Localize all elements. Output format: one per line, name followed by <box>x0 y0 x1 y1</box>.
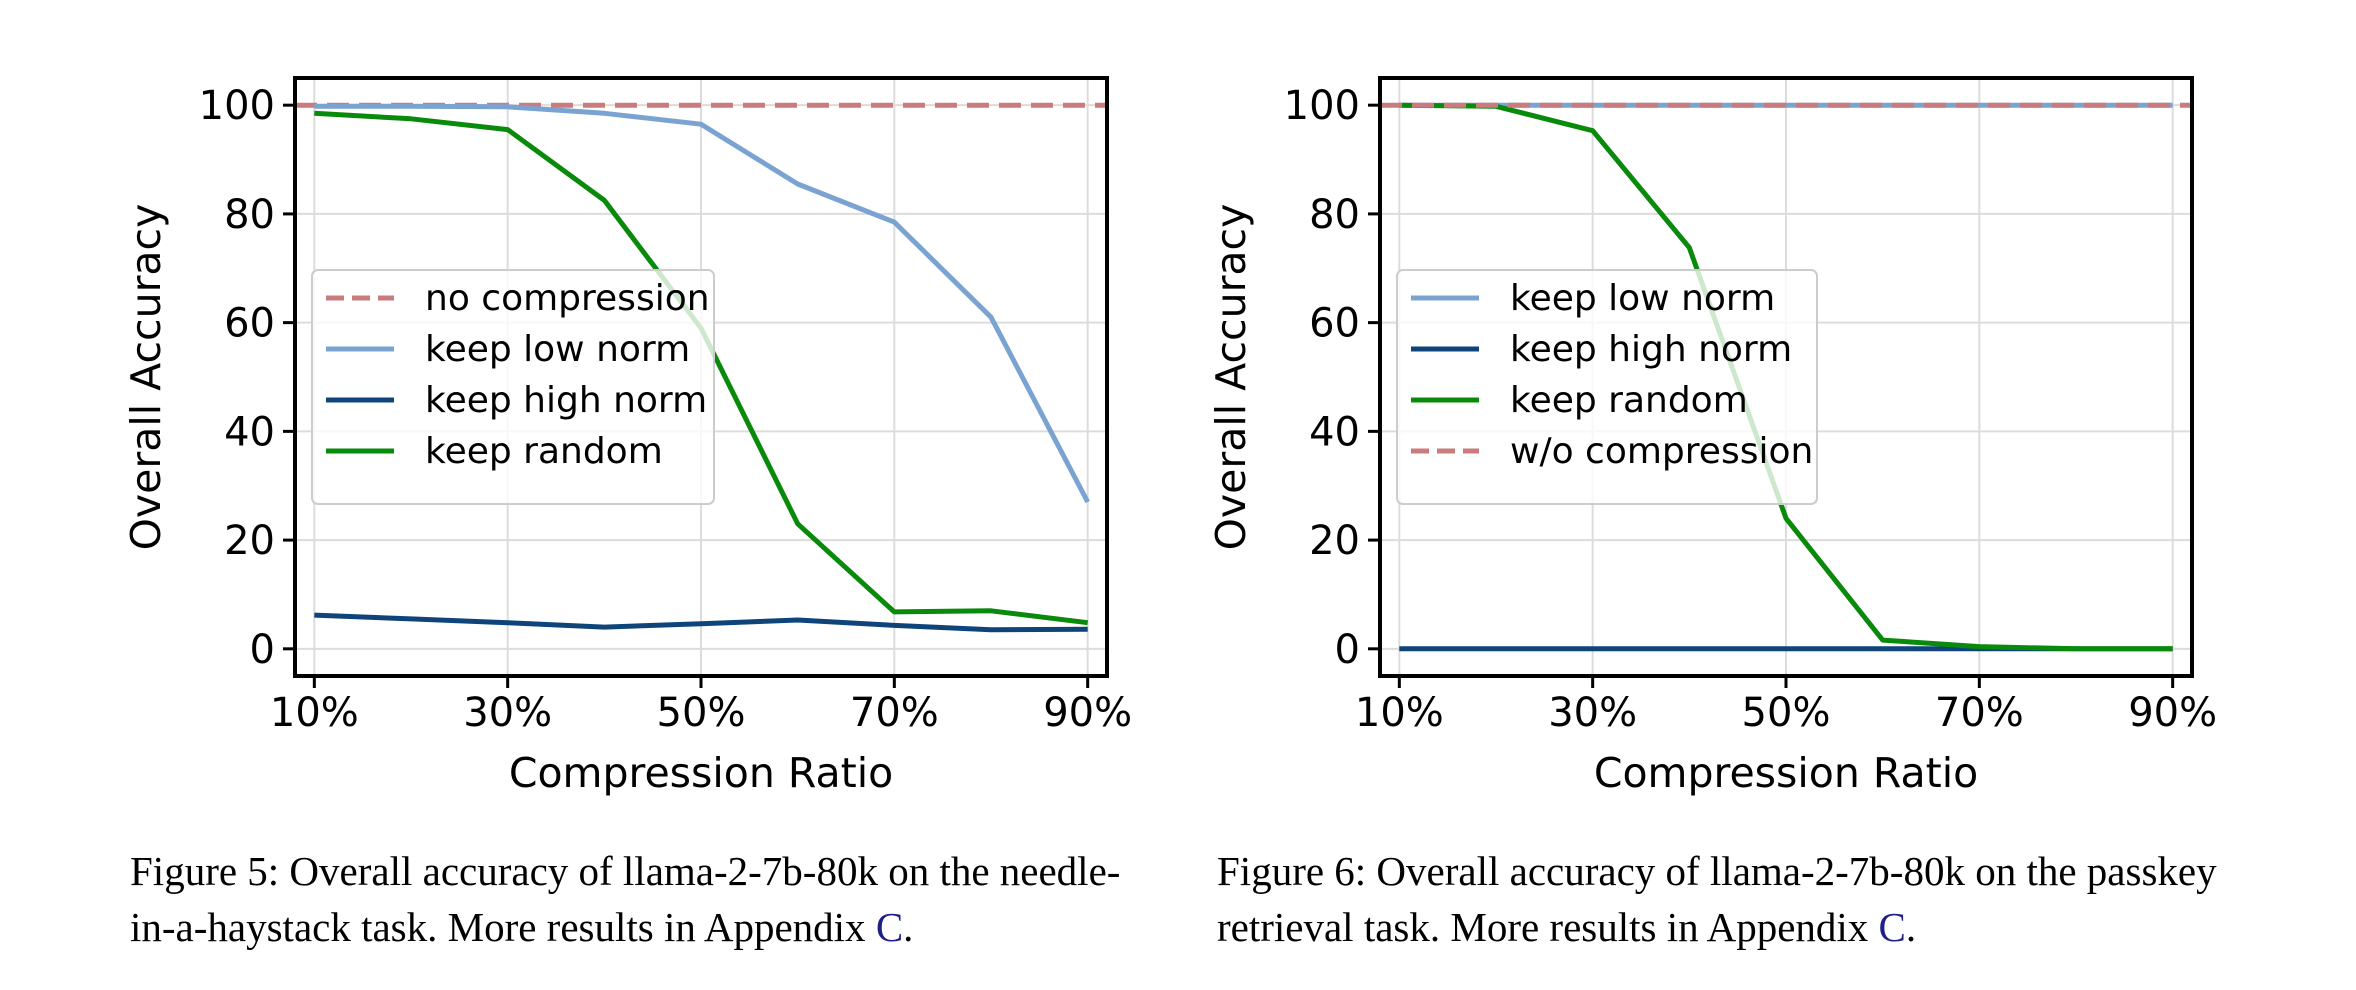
y-tick-label: 40 <box>1309 409 1360 455</box>
figure-5-caption: Figure 5: Overall accuracy of llama-2-7b… <box>130 843 1150 955</box>
series-line-keep-high-norm <box>314 612 1088 633</box>
series-line-keep-low-norm <box>314 103 1090 504</box>
y-axis-label: Overall Accuracy <box>122 204 170 551</box>
x-tick-label: 90% <box>1043 690 1132 736</box>
x-tick-label: 10% <box>270 690 359 736</box>
x-tick-label: 30% <box>1548 690 1637 736</box>
legend-box <box>311 269 715 505</box>
legend-label: keep high norm <box>425 380 707 421</box>
figure-5-caption-text: Figure 5: Overall accuracy of llama-2-7b… <box>130 848 1121 950</box>
legend-label: no compression <box>425 278 710 319</box>
x-tick-label: 10% <box>1355 690 1444 736</box>
figure-6-caption-end: . <box>1905 904 1917 950</box>
y-tick-label: 80 <box>1309 192 1360 238</box>
x-axis-label: Compression Ratio <box>1594 749 1978 797</box>
y-axis-label: Overall Accuracy <box>1207 204 1255 551</box>
y-tick-label: 0 <box>250 627 275 673</box>
y-tick-label: 100 <box>199 83 275 129</box>
legend-label: keep random <box>425 431 663 472</box>
y-tick-label: 60 <box>1309 301 1360 347</box>
x-axis-label: Compression Ratio <box>509 749 893 797</box>
figure-6-caption-text: Figure 6: Overall accuracy of llama-2-7b… <box>1217 848 2217 950</box>
legend-label: keep random <box>1510 380 1748 421</box>
y-tick-label: 60 <box>224 301 275 347</box>
y-tick-label: 20 <box>224 518 275 564</box>
legend-label: w/o compression <box>1510 431 1813 472</box>
x-tick-label: 70% <box>850 690 939 736</box>
x-tick-label: 70% <box>1935 690 2024 736</box>
chart-1: 10% 30% 50% 70% 90% 0 20 40 60 80 100 Compression R… <box>122 76 1132 797</box>
y-tick-label: 100 <box>1284 83 1360 129</box>
legend-label: keep low norm <box>425 329 690 370</box>
x-tick-label: 50% <box>657 690 746 736</box>
legend-box <box>1396 269 1818 505</box>
figure-5-caption-end: . <box>903 904 914 950</box>
chart-2: 10% 30% 50% 70% 90% 0 20 40 60 80 100 Compression R… <box>1207 76 2217 797</box>
legend-label: keep high norm <box>1510 329 1792 370</box>
figure-6-caption: Figure 6: Overall accuracy of llama-2-7b… <box>1217 843 2237 955</box>
x-tick-label: 30% <box>463 690 552 736</box>
legend-label: keep low norm <box>1510 278 1775 319</box>
x-tick-label: 50% <box>1742 690 1831 736</box>
y-tick-label: 40 <box>224 409 275 455</box>
x-tick-label: 90% <box>2128 690 2217 736</box>
y-tick-label: 20 <box>1309 518 1360 564</box>
y-tick-label: 80 <box>224 192 275 238</box>
appendix-c-link[interactable]: C <box>1878 904 1906 950</box>
figure-charts: 10% 30% 50% 70% 90% 0 20 40 60 80 100 Compression R… <box>122 76 2217 797</box>
y-tick-label: 0 <box>1335 627 1360 673</box>
series-line-keep-random <box>1399 102 2173 652</box>
appendix-c-link[interactable]: C <box>875 904 904 950</box>
